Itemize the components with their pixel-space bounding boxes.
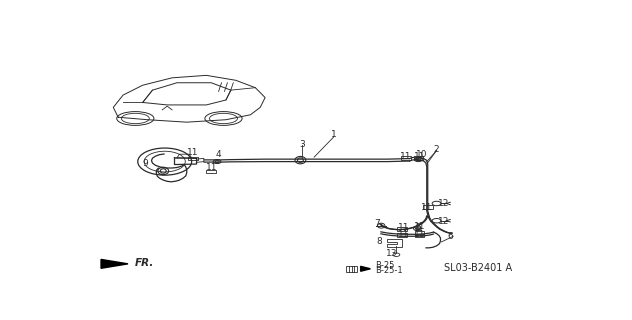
Text: 13: 13 [386,249,398,258]
Text: 8: 8 [376,237,382,246]
Text: 1: 1 [331,130,337,139]
Text: 11: 11 [421,203,432,212]
Text: 4: 4 [216,150,221,159]
Text: 7: 7 [374,219,380,228]
Text: 12: 12 [438,199,449,209]
Text: 11: 11 [398,230,409,239]
Polygon shape [101,260,128,268]
Text: 12: 12 [438,218,449,227]
Text: 11: 11 [187,148,199,157]
Text: 10: 10 [416,150,428,159]
Text: B-25-1: B-25-1 [375,266,403,275]
Text: 9: 9 [142,159,148,168]
Text: 2: 2 [434,145,439,154]
Text: B-25: B-25 [375,261,395,270]
Text: FR.: FR. [135,258,154,268]
Text: 11: 11 [205,163,217,172]
Text: 11: 11 [398,223,410,232]
Text: 11: 11 [414,230,425,239]
Text: SL03-B2401 A: SL03-B2401 A [444,263,512,273]
Text: 11: 11 [414,222,425,231]
Text: 5: 5 [415,223,421,232]
Text: 3: 3 [299,140,305,149]
Polygon shape [361,266,370,271]
Text: 6: 6 [447,232,453,241]
Text: 11: 11 [414,152,425,161]
Text: 11: 11 [399,152,411,161]
